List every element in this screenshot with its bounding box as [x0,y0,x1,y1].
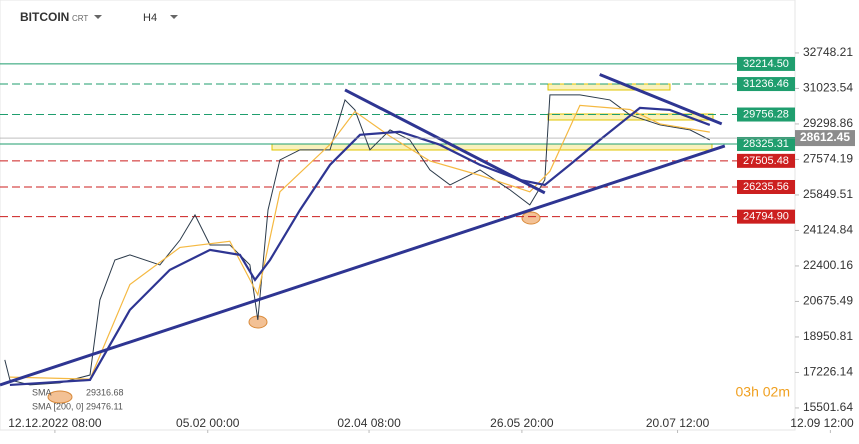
level-box [737,179,795,194]
level-label: 26235.56 [743,181,789,193]
y-tick-label: 20675.49 [803,294,853,308]
dropdown-icon[interactable] [170,15,178,19]
x-tick-label: 02.04 08:00 [337,416,401,430]
x-tick-label: 05.02 00:00 [176,416,240,430]
last-price-box [795,130,855,147]
x-tick-label: 20.07 12:00 [646,416,710,430]
y-tick-label: 31023.54 [803,81,853,95]
y-tick-label: 32748.21 [803,45,853,59]
legend-value: 29316.68 [86,387,124,397]
x-tick-label: 12.12.2022 08:00 [8,416,102,430]
y-tick-label: 25849.51 [803,187,853,201]
dropdown-icon[interactable] [94,15,102,19]
legend-name: SMA [200, 0] [32,401,84,411]
trendline [0,144,726,387]
level-box [737,107,795,122]
y-tick-label: 17226.14 [803,365,853,379]
symbol[interactable]: BITCOIN [20,10,69,24]
series-line [4,94,711,386]
legend-name: SMA [32,387,52,397]
source: CRT [72,14,88,23]
level-box [737,153,795,168]
last-price-label: 28612.45 [800,130,850,144]
level-box [737,77,795,92]
level-label: 24794.90 [743,211,789,223]
level-box [737,209,795,224]
timer: 03h 02m [736,384,790,400]
x-tick-label: 12.09 12:00 [790,416,854,430]
y-tick-label: 27574.19 [803,152,853,166]
level-box [737,136,795,151]
legend-value: 29476.11 [86,401,123,411]
markers [47,211,541,404]
y-tick-label: 24124.84 [803,223,853,237]
level-label: 28325.31 [743,138,789,150]
plot-area [0,0,796,431]
level-label: 27505.48 [743,155,789,167]
series-line [9,104,710,380]
y-tick-label: 29298.86 [803,116,853,130]
trendline [344,88,546,195]
y-tick-label: 15501.64 [803,400,853,414]
y-tick-label: 18950.81 [803,329,853,343]
y-tick-label: 22400.16 [803,258,853,272]
x-tick-label: 26.05 20:00 [490,416,554,430]
level-label: 29756.28 [743,108,789,120]
level-box [737,56,795,71]
level-label: 32214.50 [743,58,789,70]
trendline [599,73,723,126]
level-label: 31236.46 [743,78,789,90]
interval[interactable]: H4 [143,12,157,24]
series-line [9,106,711,387]
